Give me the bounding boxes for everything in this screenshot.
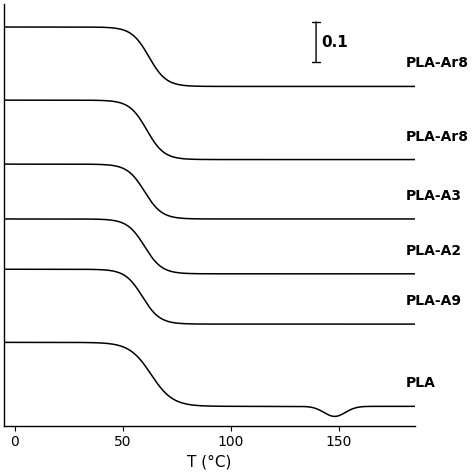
Text: PLA-A2: PLA-A2 (406, 244, 462, 258)
X-axis label: T (°C): T (°C) (187, 455, 232, 470)
Text: PLA-A9: PLA-A9 (406, 294, 462, 308)
Text: PLA-Ar8: PLA-Ar8 (406, 129, 469, 144)
Text: PLA-A3: PLA-A3 (406, 189, 462, 203)
Text: PLA: PLA (406, 376, 436, 391)
Text: 0.1: 0.1 (321, 35, 348, 50)
Text: PLA-Ar8: PLA-Ar8 (406, 56, 469, 71)
